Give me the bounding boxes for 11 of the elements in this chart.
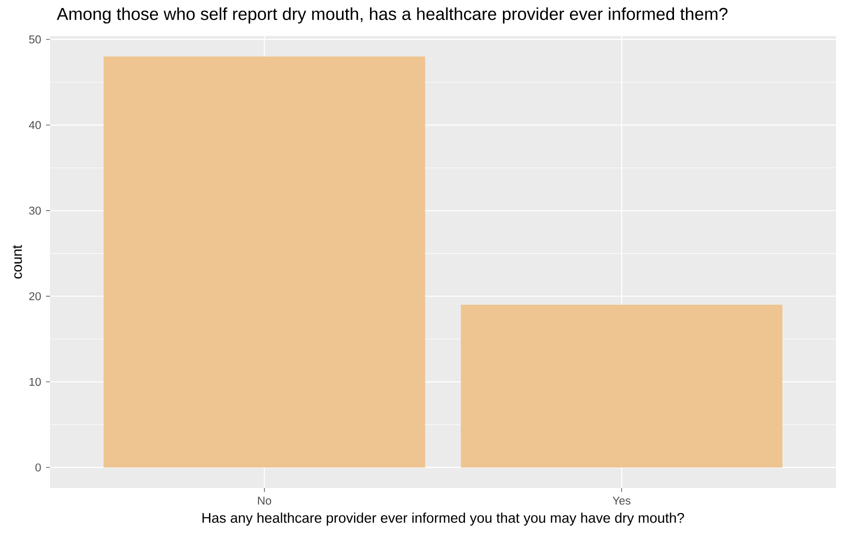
x-axis-title: Has any healthcare provider ever informed you that you may have dry mouth? (202, 512, 684, 526)
y-tick-label: 20 (29, 292, 41, 300)
chart-title: Among those who self report dry mouth, has a healthcare provider ever informed them? (56, 7, 728, 24)
y-axis-title: count (12, 244, 22, 279)
x-tick-label: Yes (612, 496, 630, 505)
y-tick-label: 30 (29, 206, 41, 215)
y-tick-label: 0 (35, 463, 41, 472)
y-tick-label: 50 (29, 35, 41, 44)
y-tick-label: 10 (30, 378, 41, 386)
y-tick-label: 40 (28, 121, 41, 130)
x-tick-label: No (258, 496, 272, 505)
